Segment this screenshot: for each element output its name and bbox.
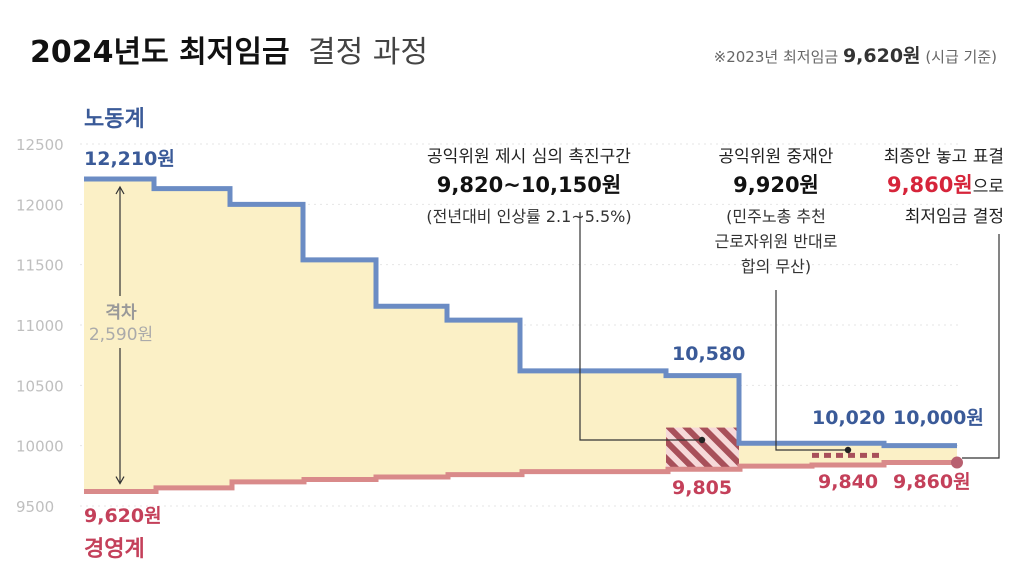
note-value: 9,620원	[843, 45, 921, 67]
data-label-employer-9840: 9,840	[818, 471, 878, 493]
annotation-promotion-title: 공익위원 제시 심의 촉진구간	[427, 147, 631, 167]
annotation-promotion-detail: (전년대비 인상률 2.1~5.5%)	[426, 207, 631, 226]
page-title: 2024년도 최저임금 결정 과정	[30, 35, 428, 70]
note-suffix: (시급 기준)	[925, 48, 997, 66]
y-tick-label: 11000	[16, 317, 64, 335]
data-label-labor-10000: 10,000원	[893, 407, 984, 429]
annotation-final-value-highlight: 9,860원	[887, 173, 973, 197]
gap-value: 2,590원	[89, 325, 153, 345]
y-tick-label: 12000	[16, 196, 64, 214]
y-tick-label: 11500	[16, 257, 64, 275]
data-label-employer-9805: 9,805	[672, 477, 732, 499]
series-lines	[84, 176, 963, 495]
title-bold: 2024년도 최저임금	[30, 35, 290, 70]
final-leader	[962, 234, 1000, 459]
annotation-final-value: 9,860원으로	[887, 173, 1004, 197]
gap-arrow-head-top	[115, 185, 125, 195]
final-decision-dot	[951, 456, 963, 469]
title-light: 결정 과정	[308, 35, 428, 70]
data-label-employer-9860: 9,860원	[893, 471, 971, 493]
promotion-leader	[579, 212, 702, 441]
annotation-mediation-title: 공익위원 중재안	[719, 147, 834, 167]
employer-series-line	[84, 460, 957, 495]
gap-label-bg	[84, 296, 158, 348]
labor-series-line	[84, 176, 957, 449]
y-axis: 9500 10000 10500 11000 11500 12000 12500	[16, 136, 960, 516]
y-tick-label: 9500	[16, 498, 54, 516]
annotation-final-value-suffix: 으로	[973, 177, 1004, 197]
gap-label: 격차	[105, 303, 137, 323]
annotation-promotion-value: 9,820~10,150원	[437, 173, 621, 197]
data-label-labor-10580: 10,580	[672, 343, 745, 365]
series-label-employer: 경영계	[84, 537, 145, 562]
gap-arrow-head-bottom	[115, 476, 125, 485]
series-label-labor: 노동계	[84, 107, 145, 132]
annotation-marks	[666, 427, 884, 468]
y-tick-label: 10500	[16, 377, 64, 395]
annotation-mediation-detail: (민주노총 추천	[726, 207, 826, 226]
annotation-leaders	[579, 212, 1000, 459]
annotation-mediation-detail: 근로자위원 반대로	[715, 232, 838, 251]
annotation-final-detail: 최저임금 결정	[905, 207, 1004, 227]
mediation-leader-dot	[844, 446, 852, 454]
data-label-labor-start: 12,210원	[84, 148, 175, 170]
promotion-leader-dot	[698, 436, 706, 444]
y-tick-label: 10000	[16, 438, 64, 456]
mediation-leader	[775, 290, 848, 451]
annotation-mediation-detail: 합의 무산)	[741, 257, 811, 276]
note-prefix: ※2023년 최저임금	[714, 48, 843, 66]
promotion-range-band	[666, 427, 739, 468]
baseline-note: ※2023년 최저임금 9,620원 (시급 기준)	[714, 45, 997, 67]
annotation-mediation-value: 9,920원	[733, 173, 819, 197]
data-label-labor-10020: 10,020	[812, 407, 885, 429]
y-tick-label: 12500	[16, 136, 64, 154]
annotation-final-title: 최종안 놓고 표결	[884, 147, 1004, 167]
data-label-employer-start: 9,620원	[84, 505, 162, 527]
